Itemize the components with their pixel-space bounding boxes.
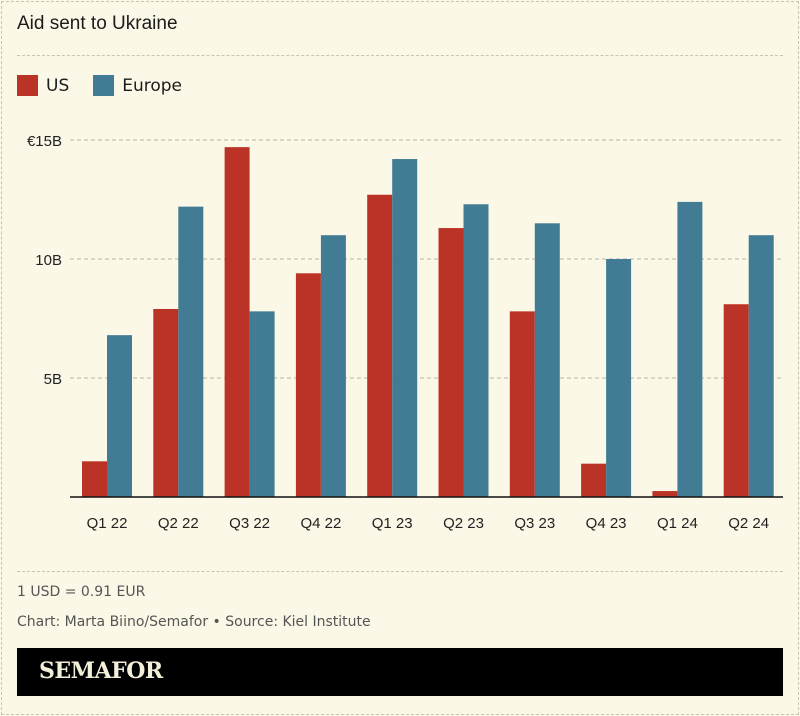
- bar-us: [581, 463, 607, 497]
- bar-europe: [748, 235, 774, 497]
- bar-chart: 5B 10B €15B Q1 22 Q2 22 Q3 22 Q4 22 Q1 23 Q2 23 Q…: [27, 133, 783, 532]
- x-tick-label: Q1 23: [372, 515, 413, 532]
- y-tick-label: 10B: [35, 252, 62, 269]
- conversion-note: 1 USD = 0.91 EUR: [17, 584, 146, 600]
- brand-bar: SEMAFOR: [17, 648, 783, 696]
- bar-europe: [320, 235, 346, 497]
- x-tick-label: Q2 22: [158, 515, 199, 532]
- bar-us: [153, 308, 179, 497]
- bar-europe: [534, 223, 560, 498]
- legend-label-europe: Europe: [122, 75, 183, 96]
- x-tick-label: Q3 23: [514, 515, 555, 532]
- y-tick-label: 5B: [44, 371, 62, 388]
- x-tick-label: Q1 22: [87, 515, 128, 532]
- legend-swatch-us: [17, 75, 38, 96]
- bar-us: [295, 273, 321, 497]
- legend-label-us: US: [46, 75, 70, 96]
- credit-note: Chart: Marta Biino/Semafor • Source: Kie…: [17, 614, 371, 630]
- bar-us: [723, 304, 749, 497]
- bar-us: [438, 228, 464, 497]
- bar-europe: [249, 311, 275, 497]
- divider: [17, 55, 783, 56]
- divider: [17, 571, 783, 572]
- bar-europe: [463, 204, 489, 497]
- x-tick-label: Q3 22: [229, 515, 270, 532]
- x-tick-label: Q4 22: [300, 515, 341, 532]
- bar-europe: [107, 335, 132, 497]
- legend-swatch-europe: [93, 75, 115, 96]
- y-tick-label: €15B: [27, 133, 62, 150]
- x-tick-label: Q1 24: [657, 515, 698, 532]
- x-tick-label: Q2 23: [443, 515, 484, 532]
- brand-logo: SEMAFOR: [39, 658, 163, 684]
- bar-us: [367, 194, 393, 498]
- bar-us: [652, 491, 678, 497]
- bar-europe: [677, 201, 703, 497]
- bar-europe: [606, 259, 632, 497]
- legend: US Europe: [17, 75, 182, 96]
- x-tick-label: Q2 24: [728, 515, 769, 532]
- bar-us: [82, 461, 107, 497]
- bar-us: [224, 147, 250, 497]
- bar-us: [509, 311, 535, 497]
- x-tick-label: Q4 23: [586, 515, 627, 532]
- chart-title: Aid sent to Ukraine: [17, 13, 178, 34]
- bar-europe: [178, 206, 204, 497]
- bar-europe: [392, 159, 418, 498]
